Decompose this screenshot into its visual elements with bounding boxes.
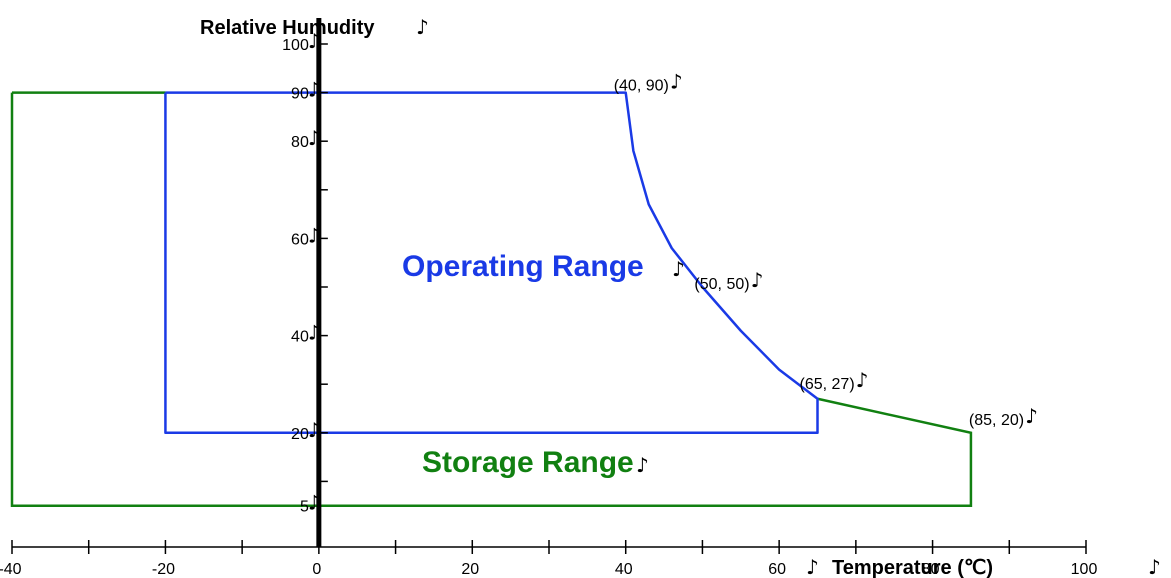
point-annotation: (65, 27): [800, 376, 855, 393]
y-tick-label-mark: ♪: [308, 29, 321, 53]
storage-range-label-mark: ♪: [636, 453, 649, 477]
x-axis-title-mark: ♪: [806, 555, 819, 578]
point-annotation: (85, 20): [969, 412, 1024, 429]
y-tick-label-mark: ♪: [308, 78, 321, 102]
y-tick-label: 20: [291, 426, 309, 443]
series-layer: [10, 91, 973, 507]
y-tick-label: 100: [282, 37, 309, 54]
y-tick-label: 5: [300, 499, 309, 516]
x-axis-title: Temperature (℃): [832, 557, 993, 578]
y-tick-label-mark: ♪: [308, 491, 321, 515]
axes-layer: [11, 18, 1087, 554]
storage-range-label: Storage Range: [422, 446, 634, 479]
x-tick-label: 20: [461, 561, 479, 578]
x-tick-label: 80: [922, 561, 940, 578]
storage-range-series: [10, 92, 973, 507]
x-tick-label: 0: [312, 561, 321, 578]
x-tick-label-mark: ♪: [1148, 555, 1161, 578]
point-annotation-mark: ♪: [1025, 404, 1038, 428]
point-annotation: (40, 90): [614, 78, 669, 95]
labels-layer: Relative Humudity ♪ ♪ Temperature (℃) Op…: [0, 15, 1161, 578]
x-tick-label: 40: [615, 561, 633, 578]
operating-range-label-mark: ♪: [672, 257, 685, 281]
y-tick-label-mark: ♪: [308, 223, 321, 247]
y-tick-label: 60: [291, 231, 309, 248]
x-tick-label: -40: [0, 561, 22, 578]
x-tick-label: 60: [768, 561, 786, 578]
y-tick-label: 40: [291, 329, 309, 346]
point-annotation-mark: ♪: [751, 268, 764, 292]
y-tick-label-mark: ♪: [308, 126, 321, 150]
y-tick-label: 90: [291, 86, 309, 103]
operating-range-series: [164, 91, 819, 435]
y-tick-label-mark: ♪: [308, 321, 321, 345]
y-tick-label-mark: ♪: [308, 418, 321, 442]
point-annotation-mark: ♪: [670, 70, 683, 94]
point-annotation: (50, 50): [694, 276, 749, 293]
y-axis-title: Relative Humudity: [200, 17, 375, 39]
y-axis-title-mark: ♪: [416, 15, 429, 39]
y-tick-label: 80: [291, 134, 309, 151]
point-annotation-mark: ♪: [856, 368, 869, 392]
operating-range-label: Operating Range: [402, 250, 644, 283]
x-tick-label: 100: [1071, 561, 1098, 578]
x-tick-label: -20: [152, 561, 175, 578]
